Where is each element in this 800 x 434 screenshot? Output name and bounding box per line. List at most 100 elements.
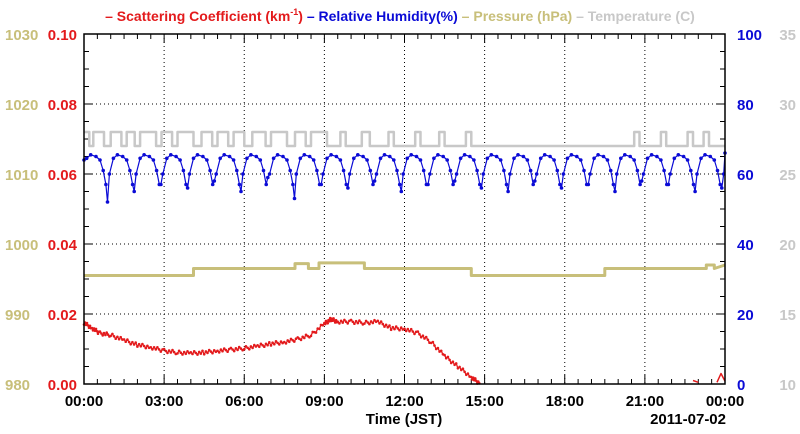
humidity-point <box>534 172 539 176</box>
scattering-point <box>179 351 183 355</box>
scattering-point <box>461 367 465 371</box>
humidity-point <box>468 154 472 159</box>
scattering-point <box>132 343 136 346</box>
humidity-point <box>275 153 280 157</box>
humidity-point <box>668 172 672 176</box>
scattering-point <box>189 351 193 354</box>
scattering-point <box>386 326 390 329</box>
x-tick-label: 03:00 <box>145 393 183 410</box>
scattering-point <box>273 342 276 346</box>
scattering-point <box>105 331 108 334</box>
humidity-point <box>662 168 666 173</box>
humidity-point <box>641 172 646 176</box>
scattering-point <box>96 332 100 336</box>
scattering-point <box>338 322 341 325</box>
humidity-point <box>685 158 690 162</box>
scattering-point <box>421 334 425 338</box>
humidity-point <box>98 158 102 162</box>
scattering-point <box>332 317 335 320</box>
humidity-point <box>478 182 482 187</box>
scattering-point <box>358 319 361 322</box>
scattering-point <box>154 348 158 351</box>
scattering-point <box>470 375 473 379</box>
scattering-point <box>122 338 126 341</box>
humidity-point <box>302 153 307 157</box>
humidity-point <box>558 182 562 187</box>
scattering-point <box>356 321 360 325</box>
humidity-point <box>130 182 135 187</box>
humidity-point <box>409 153 414 157</box>
scattering-point <box>431 340 435 344</box>
scattering-point <box>196 353 199 356</box>
scattering-point <box>184 352 188 356</box>
humidity-point <box>586 182 591 187</box>
x-tick-label: 06:00 <box>225 393 263 410</box>
scattering-point <box>126 338 129 341</box>
scattering-point <box>446 355 450 359</box>
humidity-point <box>210 182 215 187</box>
humidity-point <box>281 154 285 159</box>
scattering-point <box>326 322 330 325</box>
humidity-point <box>154 168 159 173</box>
humidity-point <box>565 156 570 161</box>
humidity-point <box>227 154 232 159</box>
scattering-point <box>104 333 107 337</box>
scattering-point <box>88 324 92 328</box>
humidity-point <box>397 182 402 187</box>
x-tick-label: 00:00 <box>65 393 103 410</box>
scattering-point <box>243 347 246 351</box>
scattering-point <box>87 326 91 330</box>
humidity-point <box>615 172 619 176</box>
humidity-point <box>237 182 242 187</box>
humidity-point <box>531 182 535 187</box>
humidity-point <box>628 154 632 159</box>
legend: – Scattering Coefficient (km-1) – Relati… <box>105 7 695 24</box>
scattering-point <box>177 349 181 353</box>
humidity-point <box>254 154 259 159</box>
humidity-point <box>672 156 677 161</box>
humidity-point <box>555 168 560 173</box>
scattering-point <box>373 318 376 322</box>
scattering-point <box>475 379 478 383</box>
humidity-point <box>623 153 627 157</box>
scattering-point <box>271 341 274 345</box>
scattering-point <box>466 372 470 375</box>
scattering-point <box>129 343 132 346</box>
humidity-point <box>481 172 486 176</box>
humidity-point <box>292 196 297 201</box>
scattering-tick-label: 0.00 <box>48 377 77 394</box>
scattering-point <box>376 319 380 323</box>
scattering-point <box>454 362 458 365</box>
humidity-point <box>458 156 463 161</box>
scattering-point <box>182 350 186 354</box>
humidity-point <box>371 182 375 187</box>
humidity-tick-label: 20 <box>737 307 754 324</box>
humidity-point <box>525 158 530 162</box>
scattering-point <box>399 326 403 329</box>
scattering-point <box>207 348 211 352</box>
humidity-point <box>298 156 303 161</box>
scattering-point <box>144 346 148 350</box>
humidity-point <box>691 182 696 187</box>
plot-frame <box>83 33 726 385</box>
humidity-point <box>195 153 200 157</box>
humidity-point <box>325 156 329 161</box>
humidity-point <box>161 172 165 176</box>
legend-item: – Relative Humidity(%) <box>303 8 458 24</box>
humidity-point <box>575 154 579 159</box>
scattering-point <box>344 320 348 324</box>
humidity-point <box>218 156 222 161</box>
x-axis-label: Time (JST) <box>366 411 442 428</box>
humidity-point <box>542 153 547 157</box>
humidity-point <box>512 156 516 161</box>
humidity-point <box>319 182 324 187</box>
scattering-point <box>192 350 196 353</box>
humidity-point <box>681 154 686 159</box>
scattering-point <box>299 338 303 342</box>
scattering-point <box>221 349 224 353</box>
scattering-point <box>288 340 291 344</box>
humidity-point <box>676 153 681 157</box>
scattering-point <box>366 321 370 324</box>
humidity-point <box>187 172 192 176</box>
